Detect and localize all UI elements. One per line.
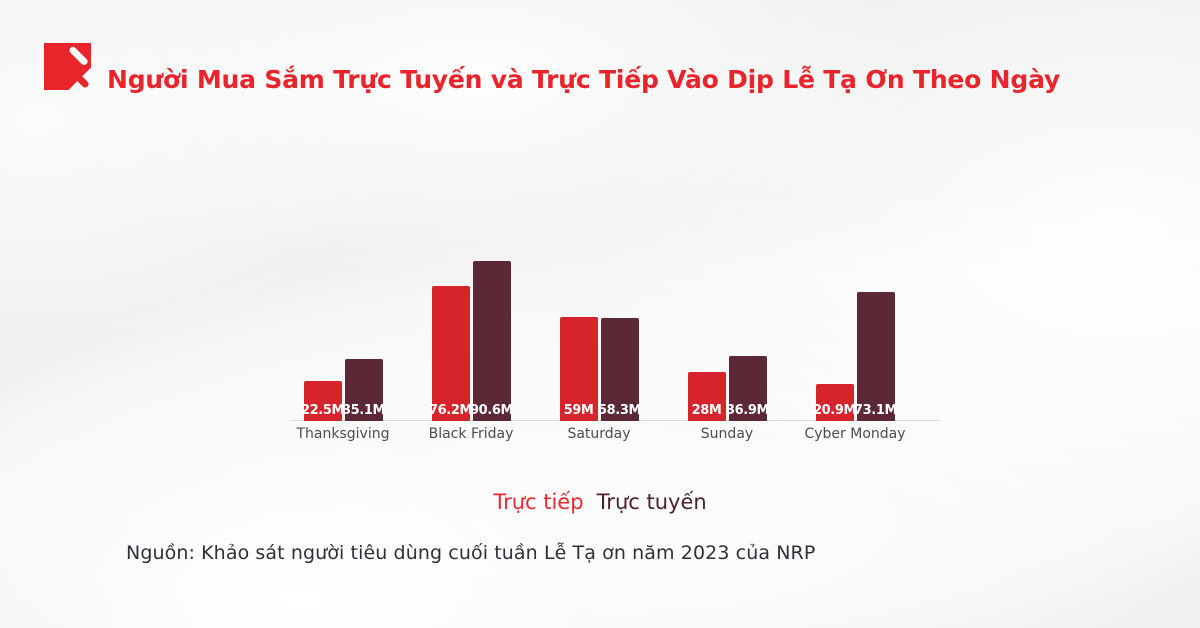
bar-group: 20.9M 73.1M Cyber Monday [791, 291, 919, 442]
bar-inperson: 28M [687, 371, 726, 421]
bar-value-label: 58.3M [597, 403, 642, 418]
category-label: Cyber Monday [804, 426, 906, 442]
bar-value-label: 20.9M [812, 403, 857, 418]
bar-online: 73.1M [853, 291, 898, 421]
bar-inperson: 22.5M [300, 381, 345, 421]
bar-inperson: 76.2M [428, 286, 473, 421]
bar-group: 59M 58.3M Saturday [535, 316, 663, 442]
bar-value-label: 59M [563, 403, 594, 418]
bar-group: 22.5M 35.1M Thanksgiving [279, 359, 407, 442]
bar-value-label: 90.6M [469, 403, 514, 418]
legend-item: Trực tiếp [493, 490, 584, 514]
category-label: Saturday [567, 426, 631, 442]
bar-online: 58.3M [597, 318, 642, 421]
legend-item: Trực tuyến [596, 490, 707, 514]
source-note: Nguồn: Khảo sát người tiêu dùng cuối tuầ… [126, 542, 816, 564]
bar-value-label: 73.1M [853, 403, 898, 418]
bar-online: 36.9M [725, 355, 770, 421]
brand-logo-icon [44, 43, 91, 90]
bar-group: 76.2M 90.6M Black Friday [407, 261, 535, 442]
category-label: Sunday [700, 426, 754, 442]
bar-value-label: 35.1M [341, 403, 386, 418]
bar-group: 28M 36.9M Sunday [663, 355, 791, 442]
category-label: Thanksgiving [296, 426, 390, 442]
bar-online: 35.1M [341, 359, 386, 421]
legend: Trực tiếp Trực tuyến [0, 488, 1200, 516]
bar-value-label: 28M [691, 403, 722, 418]
bar-value-label: 76.2M [428, 403, 473, 418]
bar-value-label: 36.9M [725, 403, 770, 418]
category-label: Black Friday [428, 426, 514, 442]
header [44, 43, 91, 90]
bar-online: 90.6M [469, 261, 514, 421]
page-title: Người Mua Sắm Trực Tuyến và Trực Tiếp Và… [107, 64, 1061, 94]
bar-inperson: 59M [559, 316, 598, 421]
bar-inperson: 20.9M [812, 384, 857, 421]
bar-value-label: 22.5M [300, 403, 345, 418]
